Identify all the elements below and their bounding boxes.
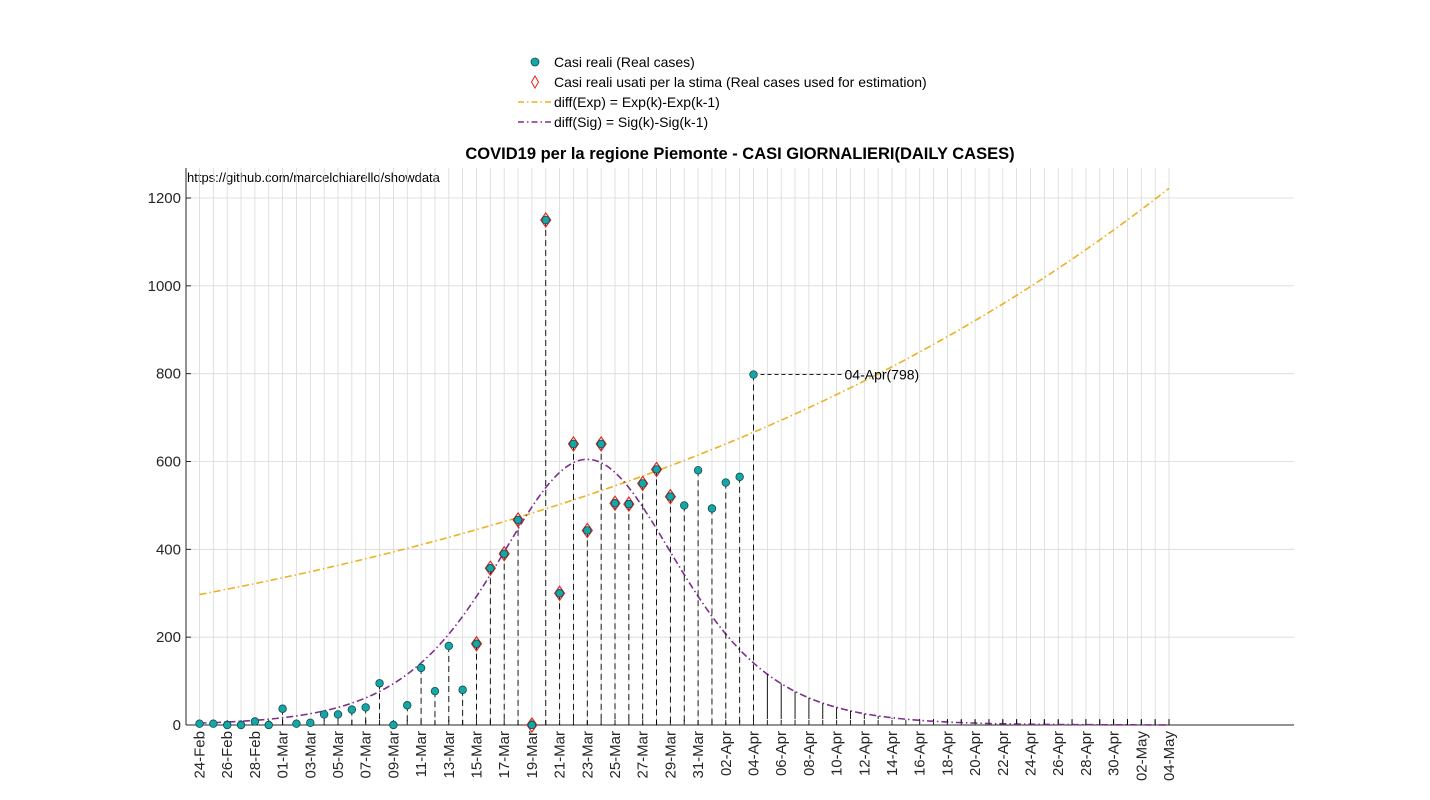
real-case-point bbox=[416, 663, 426, 673]
x-tick-label: 12-Apr bbox=[856, 731, 873, 776]
real-case-point bbox=[195, 719, 204, 728]
x-tick-label: 11-Mar bbox=[413, 731, 430, 777]
legend-exp-label: diff(Exp) = Exp(k)-Exp(k-1) bbox=[554, 94, 720, 110]
x-tick-label: 15-Mar bbox=[469, 731, 486, 779]
real-case-point bbox=[250, 717, 260, 726]
real-case-point bbox=[555, 589, 564, 598]
real-case-point bbox=[527, 720, 537, 730]
x-tick-label: 26-Feb bbox=[219, 731, 236, 779]
x-tick-label: 05-Mar bbox=[330, 731, 347, 779]
x-tick-label: 13-Mar bbox=[441, 731, 458, 779]
x-tick-label: 25-Mar bbox=[607, 731, 624, 779]
real-case-point bbox=[707, 504, 717, 513]
source-note: https://github.com/marcelchiarello/showd… bbox=[187, 170, 441, 185]
x-tick-label: 28-Apr bbox=[1078, 731, 1095, 776]
x-tick-label: 20-Apr bbox=[967, 731, 984, 776]
real-case-point bbox=[596, 439, 606, 449]
real-case-point bbox=[430, 686, 440, 696]
x-tick-label: 29-Mar bbox=[662, 731, 679, 779]
x-tick-label: 03-Mar bbox=[302, 731, 319, 779]
legend: Casi reali (Real cases) Casi reali usati… bbox=[514, 52, 966, 132]
real-case-point bbox=[541, 215, 550, 225]
legend-box bbox=[514, 52, 966, 132]
real-case-point bbox=[749, 370, 758, 379]
x-tick-label: 16-Apr bbox=[912, 731, 929, 776]
real-case-point bbox=[333, 710, 343, 719]
x-tick-label: 21-Mar bbox=[552, 731, 569, 779]
real-case-point bbox=[306, 718, 315, 728]
y-tick-label: 1000 bbox=[148, 278, 181, 295]
y-tick-label: 400 bbox=[156, 541, 181, 558]
real-case-point bbox=[236, 720, 246, 730]
real-case-point bbox=[721, 478, 730, 487]
real-case-point bbox=[638, 479, 647, 488]
x-tick-label: 26-Apr bbox=[1050, 731, 1067, 776]
x-tick-label: 01-Mar bbox=[275, 731, 292, 779]
x-tick-label: 02-Apr bbox=[718, 731, 735, 776]
real-case-point bbox=[569, 439, 578, 449]
annotation-label: 04-Apr(798) bbox=[845, 367, 920, 383]
legend-sig-label: diff(Sig) = Sig(k)-Sig(k-1) bbox=[554, 114, 708, 130]
y-tick-label: 200 bbox=[156, 629, 181, 646]
real-case-point bbox=[361, 703, 370, 712]
real-case-point bbox=[375, 679, 384, 688]
x-tick-label: 09-Mar bbox=[385, 731, 402, 779]
legend-real-label: Casi reali (Real cases) bbox=[554, 54, 695, 70]
real-case-point bbox=[500, 549, 509, 558]
real-case-point bbox=[680, 501, 689, 510]
real-case-point bbox=[513, 515, 523, 525]
legend-estimation-label: Casi reali usati per la stima (Real case… bbox=[554, 74, 927, 90]
y-tick-label: 800 bbox=[156, 366, 181, 383]
x-tick-label: 18-Apr bbox=[939, 731, 956, 776]
x-tick-label: 04-May bbox=[1161, 731, 1178, 782]
real-case-point bbox=[389, 720, 398, 730]
x-tick-label: 07-Mar bbox=[358, 731, 375, 779]
real-case-point bbox=[222, 720, 232, 730]
x-tick-label: 23-Mar bbox=[579, 731, 596, 779]
x-tick-label: 27-Mar bbox=[635, 731, 652, 779]
real-case-point bbox=[486, 564, 495, 573]
real-case-point bbox=[292, 719, 301, 728]
y-tick-label: 600 bbox=[156, 454, 181, 471]
real-case-point bbox=[458, 685, 467, 695]
legend-real-marker bbox=[530, 57, 540, 67]
real-case-point bbox=[444, 641, 453, 651]
real-case-point bbox=[610, 499, 620, 508]
real-case-point bbox=[264, 720, 273, 730]
real-case-point bbox=[735, 472, 744, 482]
x-tick-label: 04-Apr bbox=[746, 731, 763, 776]
y-tick-label: 1200 bbox=[148, 190, 181, 207]
x-tick-label: 17-Mar bbox=[496, 731, 513, 779]
x-tick-label: 24-Apr bbox=[1023, 731, 1040, 776]
real-case-point bbox=[278, 704, 287, 713]
x-tick-label: 10-Apr bbox=[829, 731, 846, 776]
real-case-point bbox=[666, 492, 675, 501]
x-tick-label: 22-Apr bbox=[995, 731, 1012, 776]
x-tick-label: 02-May bbox=[1133, 731, 1150, 782]
x-tick-label: 24-Feb bbox=[192, 731, 209, 779]
legend-estimation-marker bbox=[530, 75, 540, 89]
x-tick-label: 28-Feb bbox=[247, 731, 264, 779]
x-tick-label: 08-Apr bbox=[801, 731, 818, 776]
real-case-point bbox=[583, 526, 592, 535]
real-case-point bbox=[624, 499, 634, 509]
real-case-point bbox=[319, 710, 329, 719]
x-tick-label: 06-Apr bbox=[773, 731, 790, 776]
y-tick-label: 0 bbox=[173, 717, 181, 734]
chart-title: COVID19 per la regione Piemonte - CASI G… bbox=[465, 145, 1014, 163]
x-tick-label: 14-Apr bbox=[884, 731, 901, 776]
plot-area: 0 200 400 600 800 1000 1200 24-Feb 26-Feb 28-Feb 0… bbox=[148, 168, 1294, 781]
real-case-point bbox=[652, 465, 661, 474]
real-case-point bbox=[347, 705, 357, 714]
x-tick-label: 31-Mar bbox=[690, 731, 707, 779]
x-tick-label: 19-Mar bbox=[524, 731, 541, 779]
real-case-point bbox=[472, 639, 481, 648]
x-tick-label: 30-Apr bbox=[1106, 731, 1123, 776]
exp-curve bbox=[199, 187, 1170, 596]
real-case-point bbox=[209, 719, 218, 728]
real-case-point bbox=[693, 466, 703, 475]
real-case-point bbox=[403, 701, 412, 710]
sig-curve bbox=[199, 458, 1169, 726]
